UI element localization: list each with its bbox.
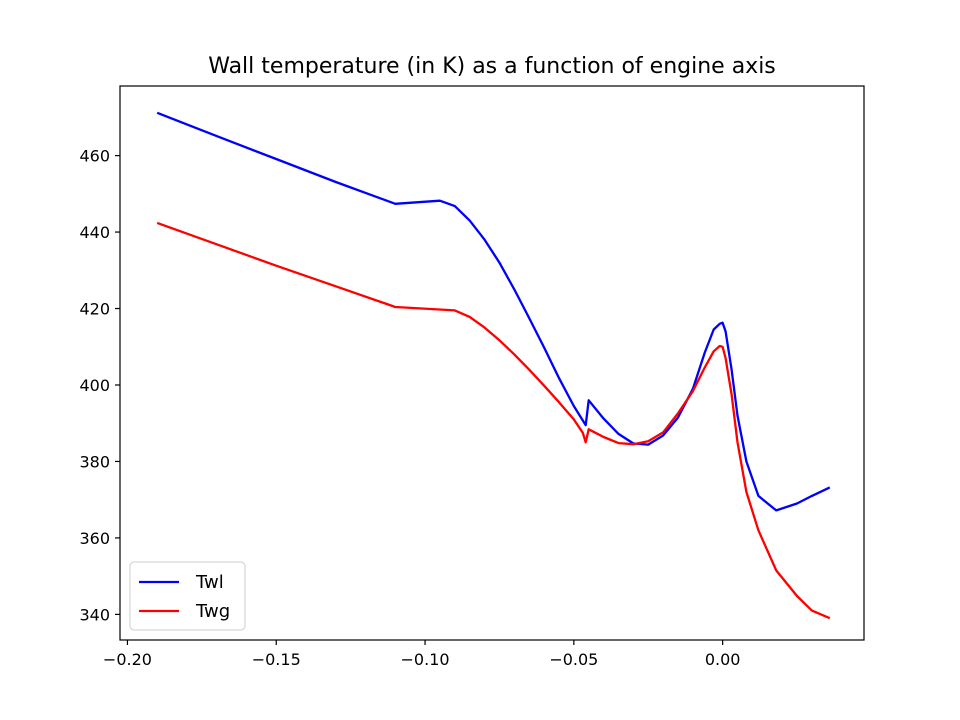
plot-frame (119, 85, 865, 641)
legend-label-twl: Twl (195, 572, 224, 593)
series-line-twg (156, 221, 831, 620)
y-tick-label: 400 (79, 376, 110, 395)
series-layer (156, 111, 831, 620)
x-tick-label: 0.00 (705, 650, 741, 669)
x-tick-label: −0.15 (252, 650, 301, 669)
x-tick-label: −0.20 (103, 650, 152, 669)
y-tick-label: 460 (79, 147, 110, 166)
x-tick-label: −0.10 (401, 650, 450, 669)
series-line-twl (156, 111, 831, 512)
y-tick-label: 380 (79, 452, 110, 471)
x-axis: −0.20 −0.15 −0.10 −0.05 0.00 (103, 640, 741, 669)
y-tick-label: 440 (79, 223, 110, 242)
chart-title: Wall temperature (in K) as a function of… (208, 54, 776, 79)
x-tick-label: −0.05 (549, 650, 598, 669)
y-tick-label: 420 (79, 300, 110, 319)
y-tick-label: 360 (79, 529, 110, 548)
legend-box (129, 561, 246, 631)
y-tick-label: 340 (79, 605, 110, 624)
y-axis: 340 360 380 400 420 440 460 (79, 147, 120, 624)
legend-label-twg: Twg (195, 601, 230, 622)
legend: Twl Twg (129, 561, 246, 631)
